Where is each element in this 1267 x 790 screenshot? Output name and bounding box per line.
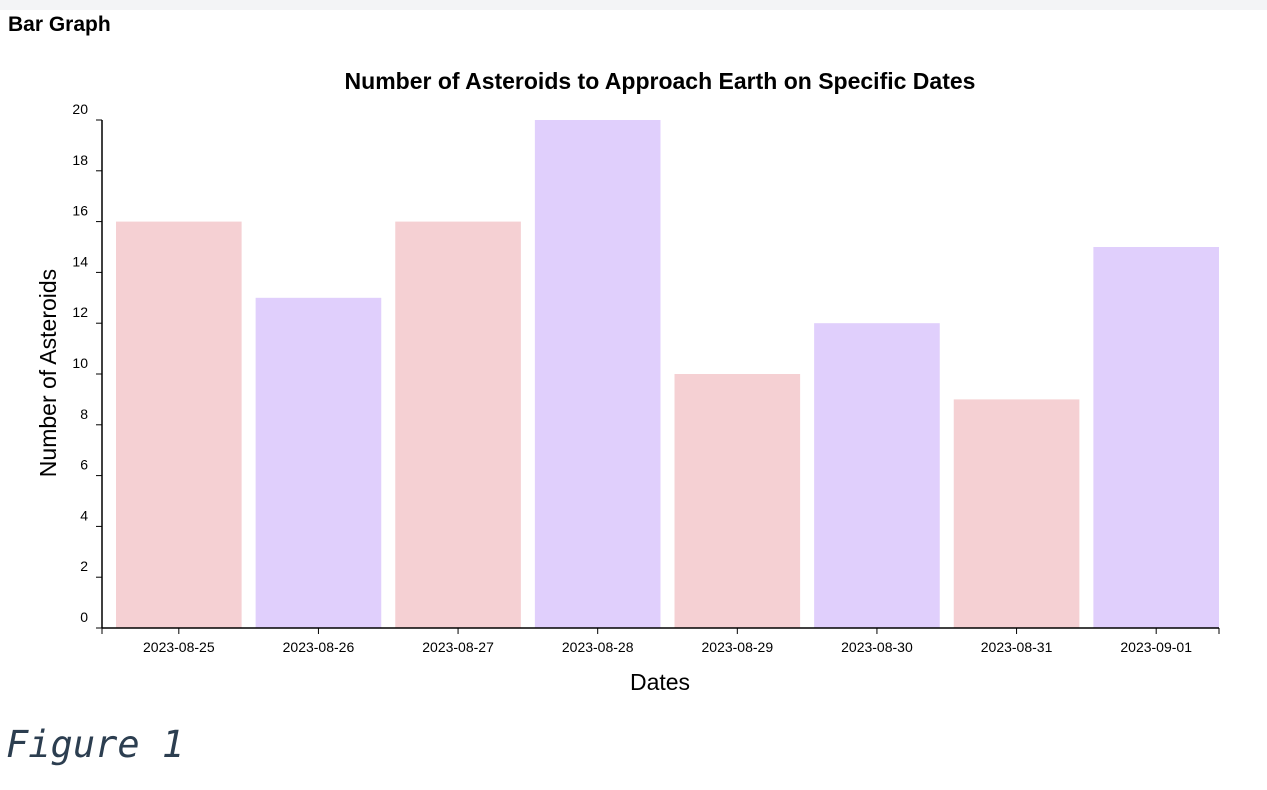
x-tick-label: 2023-08-25 <box>143 639 215 655</box>
bars-group <box>116 120 1219 628</box>
bar-2023-08-29 <box>674 374 801 628</box>
y-tick-label: 14 <box>72 253 88 269</box>
y-tick-label: 18 <box>72 152 88 168</box>
bar-2023-08-28 <box>534 120 661 628</box>
y-tick-label: 16 <box>72 203 88 219</box>
bar-2023-08-27 <box>395 221 521 628</box>
x-axis: 2023-08-25 2023-08-26 2023-08-27 2023-08-28… <box>101 627 1220 655</box>
bar-chart: Number of Asteroids to Approach Earth on… <box>35 68 1220 695</box>
x-tick-label: 2023-08-29 <box>702 639 774 655</box>
x-tick-label: 2023-08-27 <box>422 639 494 655</box>
y-tick-label: 20 <box>72 101 88 117</box>
x-axis-label: Dates <box>630 669 690 695</box>
y-tick-label: 4 <box>80 507 88 523</box>
top-strip <box>0 0 1267 10</box>
x-tick-label: 2023-09-01 <box>1120 639 1192 655</box>
bar-2023-08-30 <box>814 323 940 628</box>
x-tick-label: 2023-08-30 <box>841 639 913 655</box>
bar-2023-09-01 <box>1093 247 1219 628</box>
x-tick-label: 2023-08-28 <box>562 639 634 655</box>
bar-2023-08-31 <box>953 399 1080 628</box>
y-tick-label: 10 <box>72 355 88 371</box>
figure-caption: Figure 1 <box>6 723 185 766</box>
y-tick-label: 6 <box>80 457 88 473</box>
x-tick-label: 2023-08-31 <box>981 639 1053 655</box>
y-tick-label: 8 <box>80 406 88 422</box>
section-heading: Bar Graph <box>8 13 111 36</box>
bar-2023-08-25 <box>116 221 242 628</box>
y-tick-label: 12 <box>72 304 88 320</box>
chart-title: Number of Asteroids to Approach Earth on… <box>345 68 976 94</box>
x-tick-label: 2023-08-26 <box>283 639 355 655</box>
y-axis: 0 2 4 6 8 10 12 14 16 18 20 <box>72 101 103 629</box>
bar-2023-08-26 <box>255 297 382 628</box>
y-tick-label: 0 <box>80 609 88 625</box>
y-axis-label: Number of Asteroids <box>35 269 61 477</box>
y-tick-label: 2 <box>80 558 88 574</box>
